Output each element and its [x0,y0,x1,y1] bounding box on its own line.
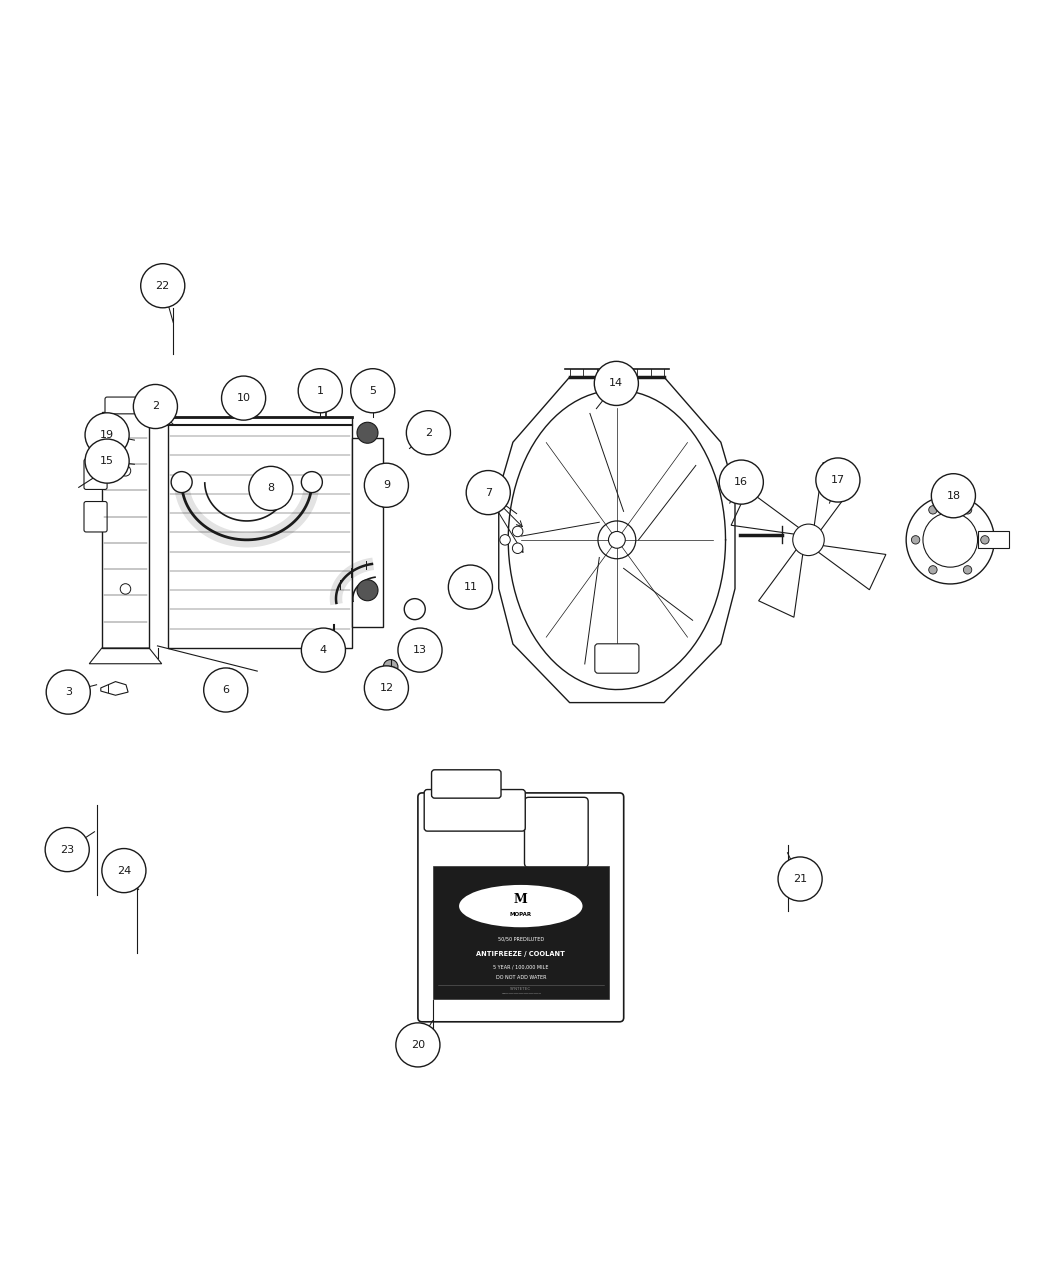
Circle shape [512,543,523,553]
Text: 10: 10 [236,393,251,403]
Circle shape [928,566,938,574]
Circle shape [981,536,989,544]
Text: 17: 17 [831,476,845,484]
Circle shape [85,439,129,483]
Text: 1: 1 [317,386,323,395]
Circle shape [249,467,293,510]
Text: 7: 7 [485,487,491,497]
Circle shape [963,566,972,574]
FancyBboxPatch shape [352,439,383,627]
Text: 18: 18 [946,491,961,501]
Circle shape [448,565,492,609]
FancyBboxPatch shape [432,770,501,798]
Circle shape [351,368,395,413]
Text: 15: 15 [100,456,114,467]
Text: 2: 2 [425,427,432,437]
Text: ANTIFREEZE / COOLANT: ANTIFREEZE / COOLANT [477,951,565,956]
FancyBboxPatch shape [433,867,609,998]
Text: ────────────────: ──────────────── [501,992,541,996]
Circle shape [911,536,920,544]
Circle shape [778,857,822,901]
Circle shape [594,361,638,405]
Text: 20: 20 [411,1040,425,1049]
Text: 2: 2 [152,402,159,412]
Circle shape [301,472,322,492]
Text: 4: 4 [320,645,327,655]
FancyBboxPatch shape [525,797,588,867]
Text: 12: 12 [379,683,394,692]
Text: 5: 5 [370,386,376,395]
Circle shape [301,629,345,672]
Circle shape [204,668,248,711]
Circle shape [364,666,408,710]
FancyBboxPatch shape [536,810,578,857]
Circle shape [85,413,129,456]
Text: 14: 14 [609,379,624,389]
Text: 16: 16 [734,477,749,487]
Circle shape [396,1023,440,1067]
Circle shape [357,422,378,444]
Circle shape [597,521,635,558]
Circle shape [364,463,408,507]
Circle shape [609,532,626,548]
Text: 13: 13 [413,645,427,655]
Text: 21: 21 [793,873,807,884]
Text: SYNTETEC: SYNTETEC [510,987,531,992]
Text: 6: 6 [223,685,229,695]
Text: 8: 8 [268,483,274,493]
Circle shape [404,599,425,620]
Circle shape [171,472,192,492]
Circle shape [466,470,510,515]
Circle shape [906,496,994,584]
Text: 11: 11 [463,583,478,592]
Circle shape [500,534,510,546]
Circle shape [46,671,90,714]
FancyBboxPatch shape [168,417,352,648]
Circle shape [102,849,146,892]
Text: 23: 23 [60,844,75,854]
Circle shape [931,474,975,518]
Circle shape [222,376,266,421]
Ellipse shape [459,885,583,927]
Text: M: M [513,894,528,907]
FancyBboxPatch shape [84,501,107,532]
Text: 9: 9 [383,481,390,491]
Circle shape [383,659,398,674]
Circle shape [963,506,972,514]
Text: 24: 24 [117,866,131,876]
Circle shape [120,465,130,476]
FancyBboxPatch shape [102,412,149,648]
Circle shape [298,368,342,413]
Circle shape [923,513,978,567]
FancyBboxPatch shape [594,644,638,673]
FancyBboxPatch shape [978,532,1009,548]
Circle shape [816,458,860,502]
Circle shape [141,264,185,307]
Text: 5 YEAR / 100,000 MILE: 5 YEAR / 100,000 MILE [494,964,548,969]
Circle shape [327,640,341,655]
Circle shape [512,527,523,537]
Circle shape [719,460,763,504]
FancyBboxPatch shape [105,397,146,414]
Circle shape [928,506,938,514]
Circle shape [45,827,89,872]
Text: MOPAR: MOPAR [509,912,532,917]
Text: 22: 22 [155,280,170,291]
FancyBboxPatch shape [418,793,624,1021]
Circle shape [406,411,450,455]
Circle shape [357,580,378,601]
Text: DO NOT ADD WATER: DO NOT ADD WATER [496,975,546,980]
Circle shape [793,524,824,556]
Circle shape [398,629,442,672]
Text: 50/50 PREDILUTED: 50/50 PREDILUTED [498,937,544,942]
Text: 3: 3 [65,687,71,697]
Text: 19: 19 [100,430,114,440]
FancyBboxPatch shape [424,789,525,831]
FancyBboxPatch shape [84,459,107,490]
Circle shape [133,385,177,428]
Circle shape [120,584,130,594]
